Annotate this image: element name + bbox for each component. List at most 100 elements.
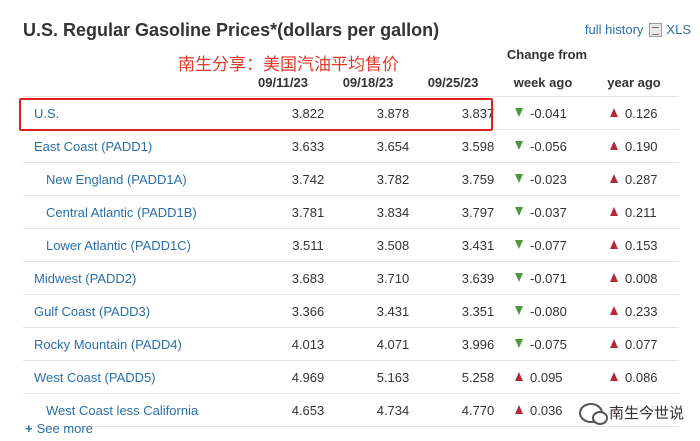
- price-cell: 3.366: [291, 304, 325, 319]
- date-header-1: 09/11/23: [258, 75, 308, 90]
- price-cell: 3.598: [461, 139, 495, 154]
- table-row: Rocky Mountain (PADD4) 4.013 4.071 3.996 -0.…: [23, 328, 679, 361]
- year-change-cell: 0.233: [610, 304, 680, 319]
- week-change-value: 0.095: [530, 370, 563, 385]
- week-change-cell: -0.080: [515, 304, 585, 319]
- year-change-value: 0.211: [625, 205, 657, 220]
- week-change-cell: 0.095: [515, 370, 585, 385]
- price-cell: 3.654: [376, 139, 410, 154]
- week-change-cell: -0.071: [515, 271, 585, 286]
- price-cell: 3.639: [461, 271, 495, 286]
- page-title: U.S. Regular Gasoline Prices*(dollars pe…: [23, 20, 440, 40]
- region-link[interactable]: West Coast (PADD5): [34, 370, 156, 385]
- wechat-watermark: 南生今世说: [572, 400, 690, 425]
- spreadsheet-icon[interactable]: [649, 22, 663, 37]
- price-cell: 4.071: [376, 337, 410, 352]
- year-change-value: 0.233: [625, 304, 658, 319]
- week-ago-header: week ago: [513, 75, 573, 90]
- price-cell: 3.633: [291, 139, 325, 154]
- arrow-up-icon: [610, 339, 618, 348]
- date-header-2: 09/18/23: [342, 75, 394, 90]
- price-cell: 5.258: [461, 370, 495, 385]
- year-change-value: 0.287: [625, 172, 658, 187]
- year-change-value: 0.008: [625, 271, 658, 286]
- region-link[interactable]: Gulf Coast (PADD3): [34, 304, 151, 319]
- year-change-cell: 0.126: [610, 106, 680, 121]
- price-cell: 4.734: [376, 403, 410, 418]
- price-cell: 3.431: [461, 238, 495, 253]
- xls-link[interactable]: XLS: [666, 22, 691, 37]
- see-more-link[interactable]: + See more: [25, 421, 93, 436]
- arrow-up-icon: [515, 405, 523, 414]
- year-change-cell: 0.153: [610, 238, 680, 253]
- wechat-icon: [578, 402, 608, 425]
- week-change-cell: -0.075: [515, 337, 585, 352]
- year-change-cell: 0.190: [610, 139, 680, 154]
- table-row: New England (PADD1A) 3.742 3.782 3.759 -0.02…: [23, 163, 679, 196]
- week-change-value: 0.036: [530, 403, 563, 418]
- year-change-cell: 0.086: [610, 370, 680, 385]
- region-link[interactable]: New England (PADD1A): [46, 172, 187, 187]
- arrow-up-icon: [610, 306, 618, 315]
- week-change-cell: -0.037: [515, 205, 585, 220]
- region-link[interactable]: Rocky Mountain (PADD4): [34, 337, 182, 352]
- region-link[interactable]: Central Atlantic (PADD1B): [46, 205, 197, 220]
- year-change-cell: 0.077: [610, 337, 680, 352]
- price-cell: 3.822: [291, 106, 325, 121]
- table-row: East Coast (PADD1) 3.633 3.654 3.598 -0.056 0…: [23, 130, 679, 163]
- year-change-value: 0.190: [625, 139, 658, 154]
- price-cell: 3.834: [376, 205, 410, 220]
- price-cell: 3.759: [461, 172, 495, 187]
- arrow-up-icon: [610, 372, 618, 381]
- arrow-up-icon: [610, 273, 618, 282]
- watermark-text: 南生今世说: [608, 405, 684, 422]
- week-change-cell: 0.036: [515, 403, 585, 418]
- price-cell: 4.653: [291, 403, 325, 418]
- region-link[interactable]: Midwest (PADD2): [34, 271, 137, 286]
- price-cell: 3.797: [461, 205, 495, 220]
- week-change-value: -0.080: [530, 304, 567, 319]
- week-change-value: -0.071: [530, 271, 567, 286]
- week-change-cell: -0.077: [515, 238, 585, 253]
- price-cell: 3.996: [461, 337, 495, 352]
- full-history-link[interactable]: full history: [584, 22, 644, 37]
- plus-icon: +: [25, 421, 33, 436]
- price-cell: 5.163: [376, 370, 410, 385]
- arrow-up-icon: [610, 108, 618, 117]
- week-change-value: -0.077: [530, 238, 567, 253]
- top-links: full history XLS: [585, 22, 691, 37]
- week-change-cell: -0.041: [515, 106, 585, 121]
- arrow-down-icon: [515, 174, 523, 183]
- week-change-cell: -0.023: [515, 172, 585, 187]
- region-link[interactable]: Lower Atlantic (PADD1C): [46, 238, 191, 253]
- price-cell: 4.013: [291, 337, 325, 352]
- arrow-down-icon: [515, 141, 523, 150]
- region-link[interactable]: West Coast less California: [46, 403, 199, 418]
- year-change-cell: 0.211: [610, 205, 680, 220]
- price-cell: 3.782: [376, 172, 410, 187]
- price-cell: 3.511: [292, 238, 324, 253]
- table-row: U.S. 3.822 3.878 3.837 -0.041 0.126: [23, 96, 679, 130]
- region-link[interactable]: East Coast (PADD1): [34, 139, 153, 154]
- table-row: Gulf Coast (PADD3) 3.366 3.431 3.351 -0.080 0…: [23, 295, 679, 328]
- table-row: Midwest (PADD2) 3.683 3.710 3.639 -0.071 0.00…: [23, 262, 679, 295]
- year-change-value: 0.153: [625, 238, 658, 253]
- region-link[interactable]: U.S.: [34, 106, 60, 121]
- year-change-value: 0.077: [625, 337, 658, 352]
- price-cell: 4.770: [461, 403, 495, 418]
- week-change-value: -0.023: [530, 172, 567, 187]
- year-change-value: 0.086: [625, 370, 658, 385]
- table-row: Central Atlantic (PADD1B) 3.781 3.834 3.797…: [23, 196, 679, 229]
- week-change-value: -0.037: [530, 205, 567, 220]
- week-change-cell: -0.056: [515, 139, 585, 154]
- year-change-cell: 0.008: [610, 271, 680, 286]
- week-change-value: -0.075: [530, 337, 567, 352]
- arrow-up-icon: [610, 141, 618, 150]
- arrow-down-icon: [515, 108, 523, 117]
- price-cell: 3.837: [461, 106, 495, 121]
- see-more-label: See more: [36, 421, 93, 436]
- arrow-down-icon: [515, 273, 523, 282]
- price-cell: 4.969: [291, 370, 325, 385]
- price-cell: 3.683: [291, 271, 325, 286]
- arrow-up-icon: [515, 372, 523, 381]
